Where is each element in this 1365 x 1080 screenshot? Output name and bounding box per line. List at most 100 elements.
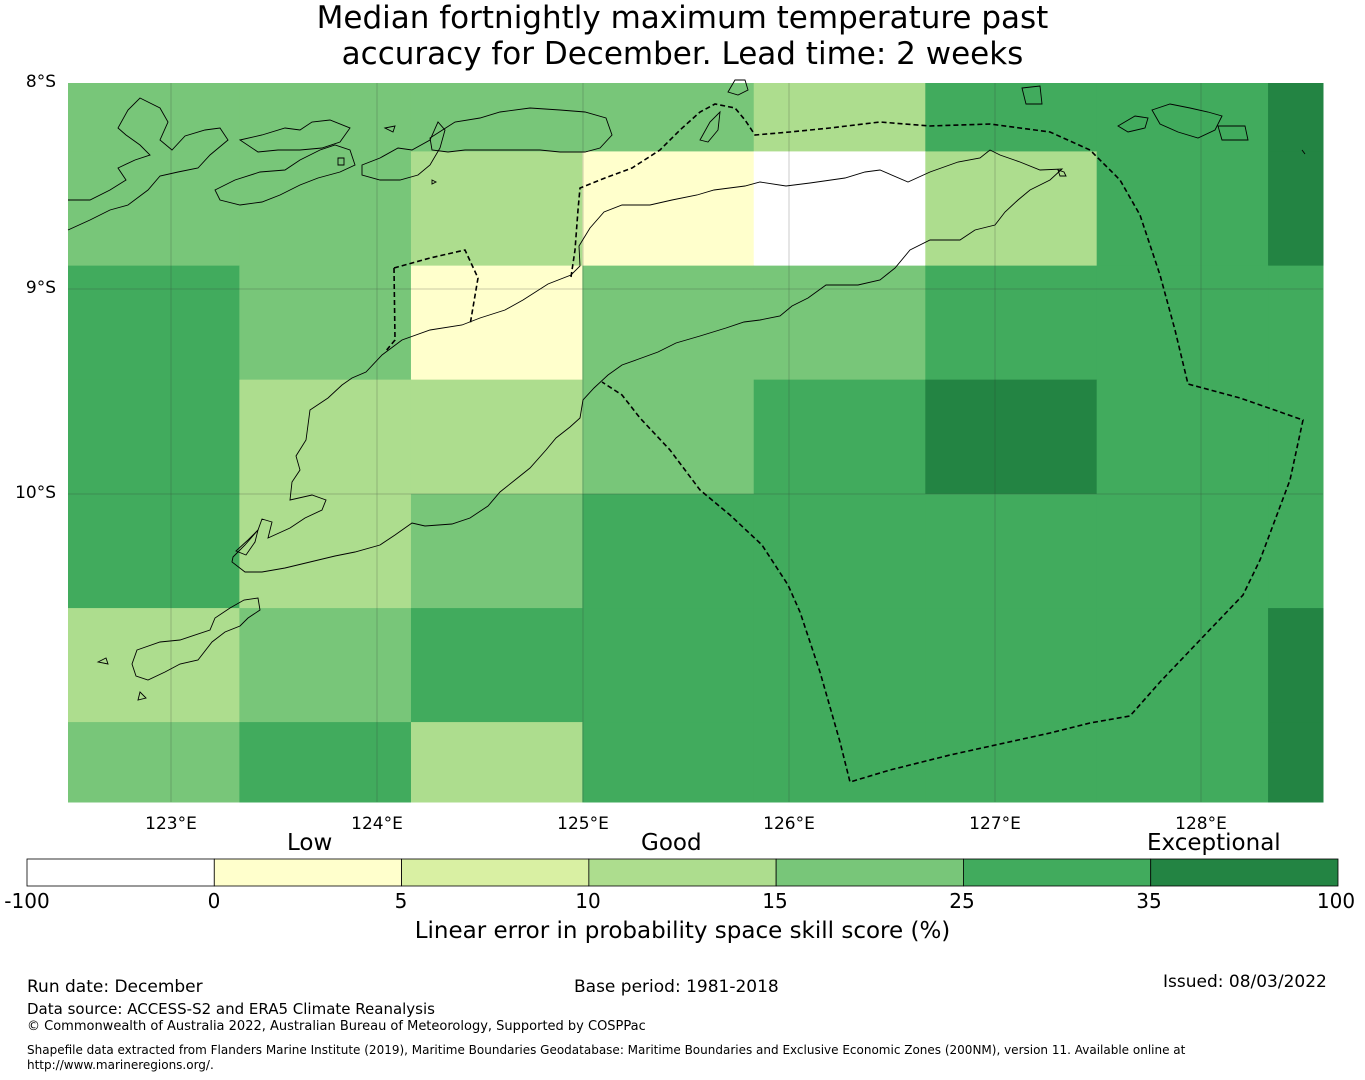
lon-label-124e: 124°E bbox=[351, 814, 403, 834]
base-period: Base period: 1981-2018 bbox=[574, 977, 779, 997]
colorbar-swatch bbox=[588, 858, 777, 887]
grid-cell bbox=[1096, 151, 1269, 267]
islet-a-coastline bbox=[337, 157, 345, 166]
map-title-line-1: Median fortnightly maximum temperature p… bbox=[316, 0, 1049, 36]
lembata-coastline bbox=[238, 119, 351, 153]
grid-cell bbox=[68, 265, 240, 381]
flores-east-coastline bbox=[67, 97, 229, 231]
grid-cell bbox=[1268, 379, 1324, 495]
grid-cell bbox=[1268, 265, 1324, 381]
grid-cell bbox=[582, 151, 755, 267]
grid-cell bbox=[239, 83, 412, 152]
grid-cell bbox=[753, 265, 926, 381]
grid-cell bbox=[1268, 608, 1324, 723]
grid-cell bbox=[410, 265, 583, 381]
lakor-coastline bbox=[1217, 125, 1249, 141]
grid-cell bbox=[925, 83, 1098, 152]
islet-b-coastline bbox=[383, 125, 396, 133]
timor-coastline bbox=[231, 149, 1064, 573]
colorbar-swatch bbox=[775, 858, 964, 887]
grid-cell bbox=[1268, 493, 1324, 609]
category-exceptional: Exceptional bbox=[1147, 830, 1281, 856]
grid-cell bbox=[1268, 722, 1324, 803]
grid-cell bbox=[239, 379, 412, 495]
map-title-line-2: accuracy for December. Lead time: 2 week… bbox=[341, 36, 1024, 72]
kisar-coastline bbox=[1301, 149, 1306, 155]
grid-cell bbox=[68, 722, 240, 803]
lon-label-128e: 128°E bbox=[1175, 814, 1227, 834]
lon-label-127e: 127°E bbox=[969, 814, 1021, 834]
pantar-coastline bbox=[361, 121, 446, 181]
data-source: Data source: ACCESS-S2 and ERA5 Climate … bbox=[27, 1000, 435, 1018]
grid-cell bbox=[239, 493, 412, 609]
colorbar-swatch bbox=[1150, 858, 1339, 887]
grid-cell bbox=[1096, 83, 1269, 152]
grid-cell bbox=[582, 379, 755, 495]
grid-cell bbox=[239, 265, 412, 381]
lon-label-125e: 125°E bbox=[557, 814, 609, 834]
colorbar-tick: 5 bbox=[394, 889, 408, 913]
colorbar-tick: 100 bbox=[1316, 889, 1356, 913]
grid-cell bbox=[68, 151, 240, 267]
grid-cell bbox=[753, 379, 926, 495]
grid-cells bbox=[68, 83, 1324, 803]
grid-cell bbox=[582, 722, 755, 803]
solor-coastline bbox=[214, 144, 356, 206]
grid-cell bbox=[925, 379, 1098, 495]
leti-coastline bbox=[1117, 115, 1149, 133]
grid-cell bbox=[582, 493, 755, 609]
jaco-coastline bbox=[1057, 169, 1067, 177]
grid-cell bbox=[753, 151, 926, 267]
colorbar-swatch bbox=[26, 858, 215, 887]
colorbar-tick: 0 bbox=[207, 889, 221, 913]
grid-cell bbox=[410, 379, 583, 495]
colorbar-tick: 10 bbox=[575, 889, 601, 913]
grid-cell bbox=[239, 722, 412, 803]
grid-cell bbox=[753, 608, 926, 723]
alor-coastline bbox=[429, 107, 613, 153]
grid-cell bbox=[239, 608, 412, 723]
shapefile-url: http://www.marineregions.org/. bbox=[27, 1058, 214, 1072]
grid-cell bbox=[1096, 722, 1269, 803]
grid-cell bbox=[925, 265, 1098, 381]
grid-cell bbox=[1268, 151, 1324, 267]
lon-label-126e: 126°E bbox=[763, 814, 815, 834]
colorbar-tick: -100 bbox=[4, 889, 50, 913]
lat-label-10s: 10°S bbox=[15, 483, 56, 503]
grid-cell bbox=[582, 83, 755, 152]
grid-cell bbox=[753, 83, 926, 152]
grid-cell bbox=[753, 722, 926, 803]
semau-coastline bbox=[235, 528, 259, 556]
grid-cell bbox=[753, 493, 926, 609]
romang-coastline bbox=[1021, 85, 1043, 105]
grid-cell bbox=[1096, 493, 1269, 609]
grid-cell bbox=[68, 379, 240, 495]
rote-coastline bbox=[131, 597, 261, 681]
colorbar-label: Linear error in probability space skill … bbox=[414, 918, 951, 944]
ndana-coastline bbox=[96, 657, 109, 665]
islet-c-coastline bbox=[431, 179, 438, 185]
colorbar-swatch bbox=[213, 858, 402, 887]
grid-cell bbox=[410, 722, 583, 803]
colorbar-tick: 25 bbox=[949, 889, 975, 913]
lat-label-9s: 9°S bbox=[25, 278, 56, 298]
grid-cell bbox=[1096, 265, 1269, 381]
grid-cell bbox=[410, 151, 583, 267]
category-good: Good bbox=[641, 830, 702, 856]
grid-cell bbox=[1096, 608, 1269, 723]
colorbar-tick: 15 bbox=[762, 889, 788, 913]
grid-cell bbox=[68, 493, 240, 609]
colorbar-tick: 35 bbox=[1136, 889, 1162, 913]
grid-cell bbox=[925, 493, 1098, 609]
run-date: Run date: December bbox=[27, 977, 203, 997]
lat-label-8s: 8°S bbox=[25, 72, 56, 92]
colorbar-swatch bbox=[963, 858, 1152, 887]
rote-islet-coastline bbox=[137, 691, 147, 701]
graticule bbox=[68, 83, 1323, 802]
wetar-west-coastline bbox=[727, 79, 749, 96]
grid-cell bbox=[1096, 379, 1269, 495]
grid-cell bbox=[410, 608, 583, 723]
category-low: Low bbox=[287, 830, 333, 856]
colorbar-swatch bbox=[401, 858, 590, 887]
